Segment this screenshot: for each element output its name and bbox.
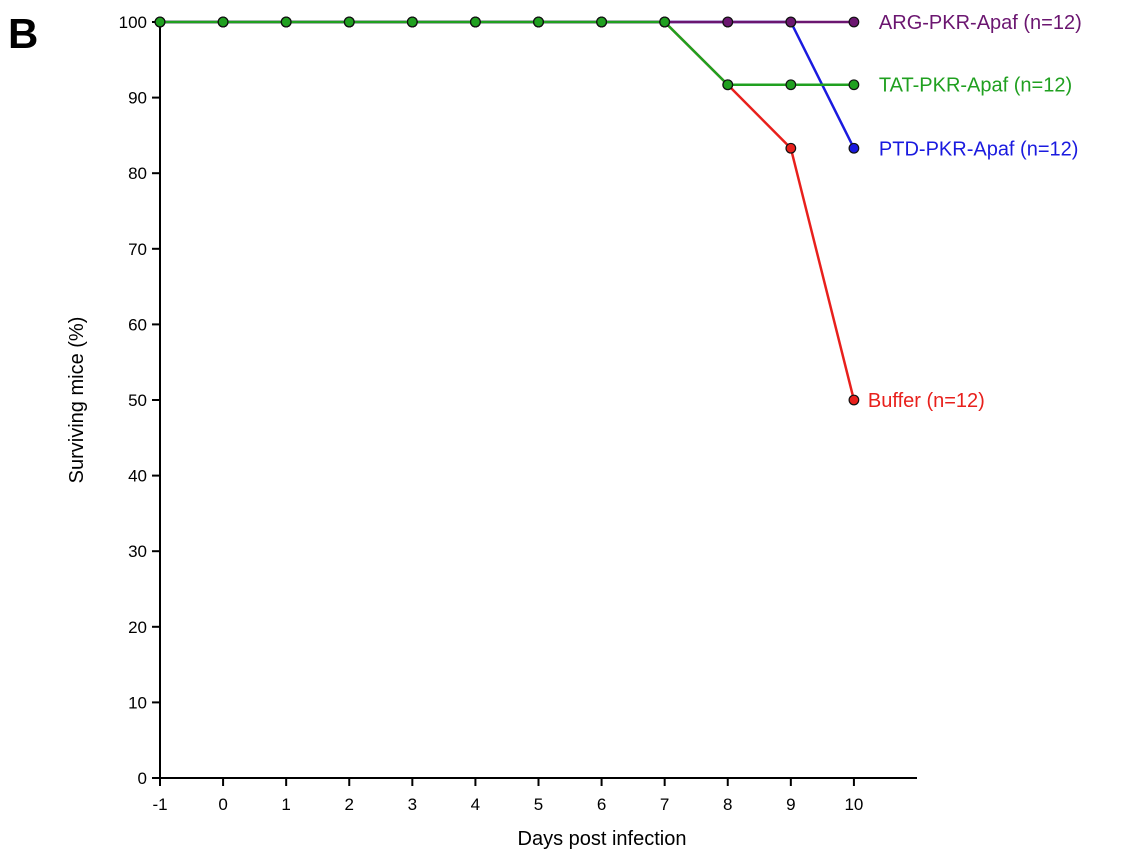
data-point [848, 394, 860, 406]
y-tick-label: 80 [128, 164, 147, 183]
x-tick-label: 4 [471, 795, 480, 814]
x-tick-label: 8 [723, 795, 732, 814]
data-point [154, 16, 166, 28]
data-point [343, 16, 355, 28]
data-point [659, 16, 671, 28]
data-point [722, 16, 734, 28]
x-tick-label: 3 [408, 795, 417, 814]
x-tick-label: 0 [218, 795, 227, 814]
x-tick-label: 6 [597, 795, 606, 814]
data-point [785, 16, 797, 28]
series-line [160, 20, 856, 401]
y-tick-label: 30 [128, 542, 147, 561]
data-point [217, 16, 229, 28]
series-label: ARG-PKR-Apaf (n=12) [879, 12, 1082, 34]
data-point [722, 79, 734, 91]
y-tick-label: 10 [128, 693, 147, 712]
x-tick-label: 9 [786, 795, 795, 814]
x-tick-label: 5 [534, 795, 543, 814]
x-tick-label: 7 [660, 795, 669, 814]
x-tick-label: 10 [844, 795, 863, 814]
y-tick-label: 50 [128, 391, 147, 410]
series-label: Buffer (n=12) [868, 390, 985, 412]
y-tick-label: 60 [128, 315, 147, 334]
y-tick-label: 0 [138, 769, 147, 788]
data-point [848, 16, 860, 28]
series-points [154, 16, 860, 406]
series-labels: Buffer (n=12) PTD-PKR-Apaf (n=12) ARG-PKR-… [868, 12, 1082, 412]
x-tick-label: 1 [281, 795, 290, 814]
y-tick-label: 40 [128, 467, 147, 486]
y-tick-label: 70 [128, 240, 147, 259]
x-axis-label: Days post infection [518, 828, 687, 850]
series-lines [160, 20, 856, 401]
y-axis-label: Surviving mice (%) [66, 317, 88, 484]
data-point [848, 142, 860, 154]
data-point [785, 142, 797, 154]
series-line [160, 20, 854, 86]
panel-letter: B [8, 10, 39, 57]
y-tick-label: 90 [128, 89, 147, 108]
series-label: PTD-PKR-Apaf (n=12) [879, 138, 1079, 160]
x-tick-label: -1 [152, 795, 167, 814]
data-point [470, 16, 481, 28]
y-tick-label: 20 [128, 618, 147, 637]
axes: 0 10 20 30 40 50 60 70 80 90 100 -1 0 1 2 3 4 5 6 7 8 9 10 [119, 13, 917, 814]
series-label: TAT-PKR-Apaf (n=12) [879, 75, 1072, 97]
y-tick-label: 100 [119, 13, 147, 32]
data-point [785, 79, 797, 91]
x-tick-label: 2 [345, 795, 354, 814]
data-point [533, 16, 544, 28]
data-point [280, 16, 292, 28]
data-point [406, 16, 418, 28]
data-point [596, 16, 607, 28]
data-point [848, 79, 860, 91]
